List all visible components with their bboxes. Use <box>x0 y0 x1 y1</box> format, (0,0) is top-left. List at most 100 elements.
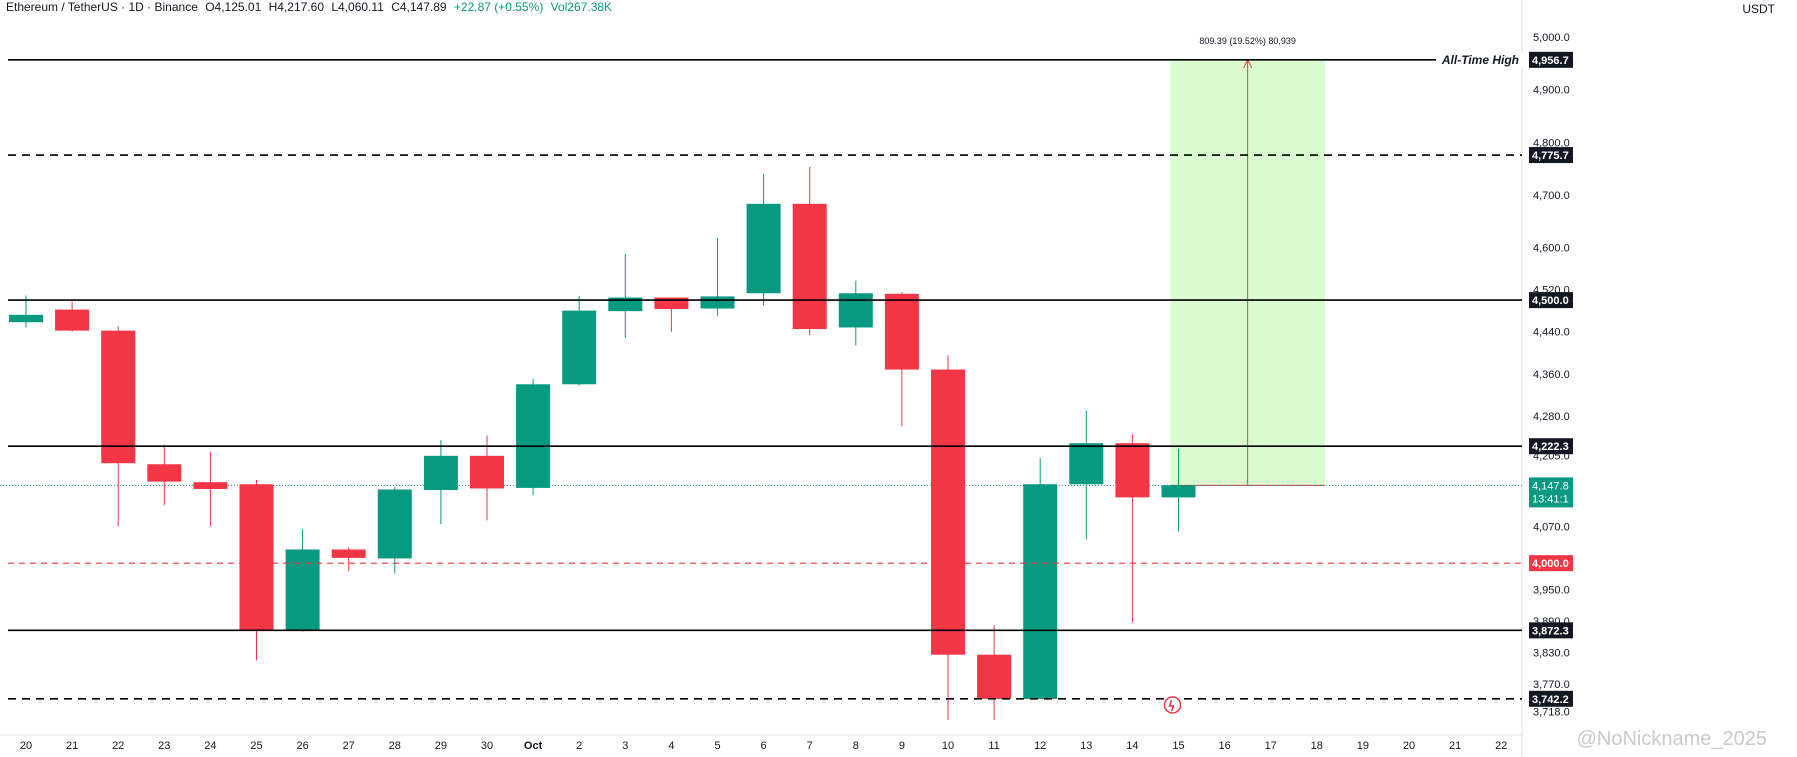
y-tick-label: 3,770.0 <box>1533 679 1570 691</box>
last-price-label: 4,147.8 <box>1532 480 1569 492</box>
event-marker-icon <box>1163 696 1182 714</box>
candle-body <box>654 297 689 310</box>
level-price-label: 3,742.2 <box>1532 694 1569 706</box>
level-price-tag <box>1529 438 1573 455</box>
level-price-tag <box>1529 292 1573 309</box>
y-tick-label: 4,360.0 <box>1533 369 1570 381</box>
event-marker-bolt <box>1168 699 1175 712</box>
candle-body <box>516 384 551 488</box>
candle-body <box>9 314 43 323</box>
y-tick-label: 4,900.0 <box>1533 85 1570 97</box>
price-change: +22.87 (+0.55%) <box>453 0 544 14</box>
x-tick-label: 24 <box>204 740 216 752</box>
candle-body <box>377 489 412 559</box>
y-tick-label: 4,800.0 <box>1533 137 1570 149</box>
x-tick-label: 12 <box>1034 740 1046 752</box>
x-tick-label: 26 <box>296 740 308 752</box>
candle <box>700 238 735 316</box>
y-tick-label: 3,830.0 <box>1533 648 1570 660</box>
candle <box>331 547 366 572</box>
y-tick-label: 5,000.0 <box>1533 32 1570 44</box>
candle-body <box>1069 443 1104 485</box>
candle-body <box>55 309 90 331</box>
x-tick-label: 27 <box>343 740 355 752</box>
last-price-tag <box>1529 477 1573 508</box>
x-tick-label: 10 <box>942 740 954 752</box>
level-price-label: 3,872.3 <box>1532 625 1569 637</box>
x-tick-label: 28 <box>389 740 401 752</box>
price-unit-label: USDT <box>1742 2 1775 16</box>
candle-body <box>1161 485 1196 498</box>
candle <box>654 297 689 332</box>
candle <box>285 528 320 632</box>
candle-body <box>193 482 228 489</box>
countdown-label: 13:41:1 <box>1532 493 1569 505</box>
candle <box>931 355 965 720</box>
measure-label: 809.39 (19.52%) 80,939 <box>1199 36 1296 46</box>
x-tick-label: 14 <box>1126 740 1138 752</box>
candle <box>884 292 919 427</box>
level-price-tag <box>1529 555 1573 572</box>
candle <box>1161 448 1196 532</box>
candle <box>608 253 643 338</box>
ohlc-low: L4,060.11 <box>331 0 384 14</box>
volume-value: Vol267.38K <box>550 0 613 14</box>
y-tick-label: 4,600.0 <box>1533 242 1570 254</box>
candle-body <box>562 310 597 385</box>
event-marker-circle <box>1163 696 1182 714</box>
level-price-tag <box>1529 690 1573 707</box>
level-price-label: 4,775.7 <box>1532 150 1569 162</box>
candle-body <box>423 455 458 491</box>
candle <box>423 440 458 525</box>
candle <box>55 301 90 332</box>
candle-body <box>977 654 1012 699</box>
y-tick-label: 4,440.0 <box>1533 327 1570 339</box>
candle <box>977 625 1012 720</box>
candle <box>1115 434 1150 623</box>
candle <box>377 486 412 574</box>
candle <box>470 435 504 521</box>
x-tick-label: 4 <box>668 740 674 752</box>
candle <box>838 280 873 346</box>
level-price-label: 4,000.0 <box>1532 558 1569 570</box>
y-tick-label: 3,718.0 <box>1533 707 1570 719</box>
x-tick-label: 22 <box>112 740 124 752</box>
x-tick-label: 2 <box>576 740 582 752</box>
x-tick-label: 16 <box>1218 740 1230 752</box>
candle-body <box>331 549 366 558</box>
x-tick-label: 19 <box>1357 740 1369 752</box>
x-tick-label: 25 <box>250 740 262 752</box>
candle <box>101 326 136 527</box>
candle <box>193 452 228 527</box>
candle-body <box>101 330 136 464</box>
candle-body <box>931 369 965 655</box>
x-tick-label: 29 <box>435 740 447 752</box>
level-price-label: 4,222.3 <box>1532 441 1569 453</box>
candle-body <box>1023 484 1058 699</box>
x-tick-label: 18 <box>1311 740 1323 752</box>
symbol-header: Ethereum / TetherUS · 1D · Binance O4,12… <box>6 0 616 14</box>
x-tick-label: 22 <box>1495 740 1507 752</box>
x-tick-label: 5 <box>714 740 720 752</box>
candle-body <box>1115 443 1150 498</box>
x-tick-label: 20 <box>20 740 32 752</box>
x-tick-label: 9 <box>899 740 905 752</box>
level-price-tag <box>1529 622 1573 639</box>
y-tick-label: 4,280.0 <box>1533 411 1570 423</box>
candle <box>147 444 182 506</box>
ohlc-high: H4,217.60 <box>268 0 324 14</box>
x-tick-label: Oct <box>524 740 543 752</box>
x-tick-label: 21 <box>1449 740 1461 752</box>
symbol-title[interactable]: Ethereum / TetherUS · 1D · Binance <box>6 0 198 14</box>
x-tick-label: 23 <box>158 740 170 752</box>
candle-body <box>792 203 827 330</box>
x-tick-label: 8 <box>853 740 859 752</box>
ohlc-close: C4,147.89 <box>391 0 447 14</box>
x-tick-label: 11 <box>988 740 999 752</box>
candle-body <box>884 293 919 370</box>
x-tick-label: 17 <box>1265 740 1277 752</box>
candle <box>1023 457 1058 699</box>
y-tick-label: 4,070.0 <box>1533 521 1570 533</box>
